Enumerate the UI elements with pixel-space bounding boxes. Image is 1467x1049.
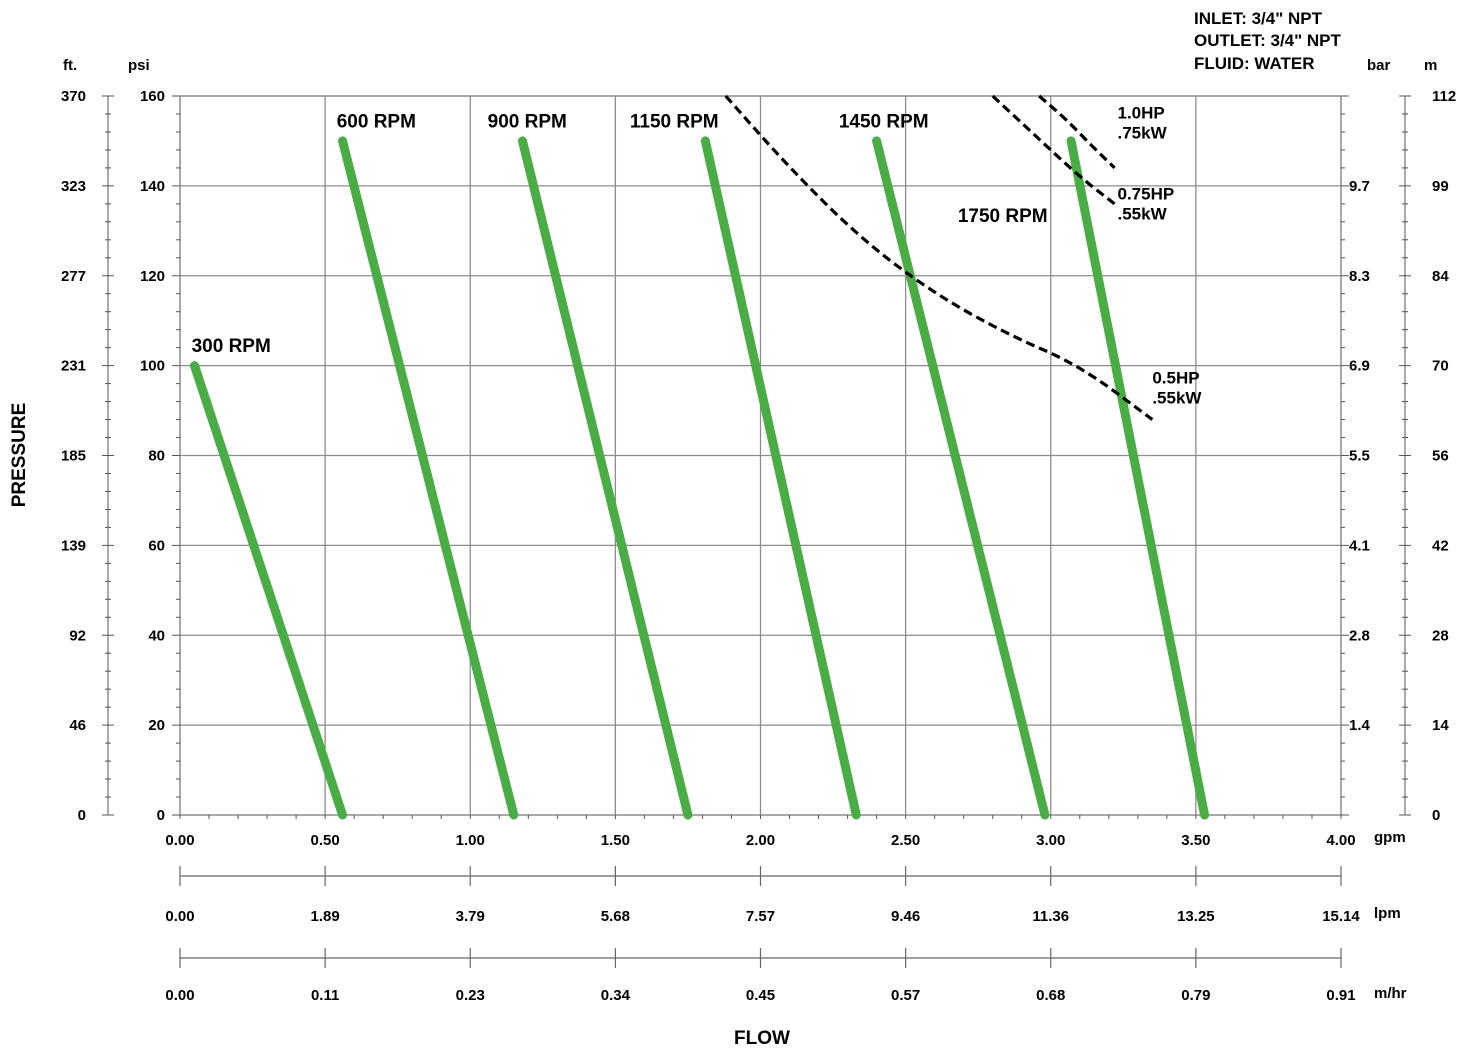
y-tick-psi: 0 [157,807,165,824]
x-tick-gpm: 0.00 [165,832,194,849]
header-fluid: FLUID: WATER [1194,54,1315,73]
y-tick-ft: 231 [61,358,86,375]
y-tick-m: 70 [1432,358,1449,375]
y-tick-ft: 139 [61,537,86,554]
unit-bar: bar [1367,57,1391,74]
y-tick-bar: 8.3 [1349,268,1370,285]
y-tick-psi: 40 [148,627,165,644]
x-tick-lpm: 1.89 [311,908,340,925]
y-tick-ft: 0 [78,807,86,824]
x-axis-title: FLOW [734,1028,790,1049]
rpm-label: 900 RPM [488,111,567,132]
x-tick-gpm: 3.00 [1036,832,1065,849]
y-tick-psi: 120 [140,268,165,285]
power-label-kw: .55kW [1118,204,1168,223]
y-tick-bar: 2.8 [1349,627,1370,644]
unit-mhr: m/hr [1374,985,1407,1002]
y-tick-bar: 4.1 [1349,537,1370,554]
x-tick-mhr: 0.91 [1326,987,1355,1004]
x-tick-lpm: 13.25 [1177,908,1215,925]
x-tick-gpm: 2.50 [891,832,920,849]
y-tick-psi: 60 [148,537,165,554]
y-tick-ft: 92 [69,627,86,644]
unit-psi: psi [128,57,150,74]
x-tick-mhr: 0.79 [1181,987,1210,1004]
x-tick-mhr: 0.68 [1036,987,1065,1004]
y-tick-psi: 20 [148,717,165,734]
y-tick-psi: 80 [148,448,165,465]
x-tick-mhr: 0.23 [456,987,485,1004]
y-tick-m: 84 [1432,268,1449,285]
power-curve [991,94,1116,206]
y-tick-m: 112 [1432,88,1456,105]
y-tick-m: 0 [1432,807,1440,824]
unit-lpm: lpm [1374,905,1401,922]
power-label-kw: .75kW [1118,123,1168,142]
rpm-line [338,136,519,820]
rpm-line [872,136,1050,820]
unit-gpm: gpm [1374,829,1406,846]
power-label-hp: 0.5HP [1152,369,1199,388]
y-tick-m: 28 [1432,627,1449,644]
x-tick-gpm: 4.00 [1326,832,1355,849]
rpm-label: 1150 RPM [630,111,719,132]
rpm-line [190,361,348,820]
power-label-hp: 1.0HP [1118,103,1165,122]
power-curve [724,94,1154,421]
x-tick-mhr: 0.34 [601,987,631,1004]
x-tick-lpm: 3.79 [456,908,485,925]
y-tick-bar: 6.9 [1349,358,1370,375]
y-tick-psi: 100 [140,358,165,375]
chart-labels: 300 RPM 600 RPM 900 RPM 1150 RPM 1450 RPM 175… [192,103,1203,407]
y-tick-bar: 1.4 [1349,717,1371,734]
x-tick-mhr: 0.11 [311,987,339,1004]
x-tick-gpm: 1.00 [456,832,485,849]
x-tick-gpm: 2.00 [746,832,775,849]
unit-ft: ft. [63,57,77,74]
y-tick-m: 42 [1432,537,1449,554]
y-tick-psi: 140 [140,178,165,195]
y-tick-m: 14 [1432,717,1449,734]
grid [179,95,1342,816]
x-tick-lpm: 0.00 [165,908,194,925]
power-label-kw: .55kW [1152,389,1202,408]
x-tick-gpm: 0.50 [311,832,340,849]
y-tick-ft: 277 [61,268,86,285]
header-inlet: INLET: 3/4" NPT [1194,9,1323,28]
rpm-label: 600 RPM [337,111,416,132]
power-curves [724,94,1154,421]
rpm-line [1066,136,1210,820]
rpm-series [190,136,1210,820]
x-tick-mhr: 0.45 [746,987,775,1004]
x-tick-gpm: 3.50 [1181,832,1210,849]
x-tick-lpm: 11.36 [1032,908,1069,925]
power-label-hp: 0.75HP [1118,184,1175,203]
x-tick-lpm: 7.57 [746,908,775,925]
rpm-line [517,136,693,820]
y-tick-m: 99 [1432,178,1449,195]
rpm-line [700,136,861,820]
y-tick-ft: 185 [61,448,86,465]
x-tick-lpm: 15.14 [1322,908,1360,925]
y-tick-psi: 160 [140,88,165,105]
y-tick-ft: 370 [61,88,86,105]
rpm-label: 300 RPM [192,336,271,357]
x-tick-gpm: 1.50 [601,832,630,849]
rpm-label: 1750 RPM [958,206,1048,227]
y-tick-ft: 323 [61,178,86,195]
y-tick-m: 56 [1432,448,1449,465]
x-tick-mhr: 0.00 [165,987,194,1004]
header-outlet: OUTLET: 3/4" NPT [1194,31,1342,50]
y-tick-ft: 46 [69,717,86,734]
rpm-label: 1450 RPM [839,111,929,132]
x-tick-lpm: 9.46 [891,908,920,925]
x-tick-mhr: 0.57 [891,987,920,1004]
y-axis-title: PRESSURE [9,403,30,508]
y-tick-bar: 5.5 [1349,448,1370,465]
x-tick-lpm: 5.68 [601,908,630,925]
y-tick-bar: 9.7 [1349,178,1370,195]
axis-ticks: 0 0 0 20 46 14 40 92 28 60 139 42 80 185 56 100 231 70 120… [61,88,1456,1004]
unit-m: m [1424,57,1437,74]
